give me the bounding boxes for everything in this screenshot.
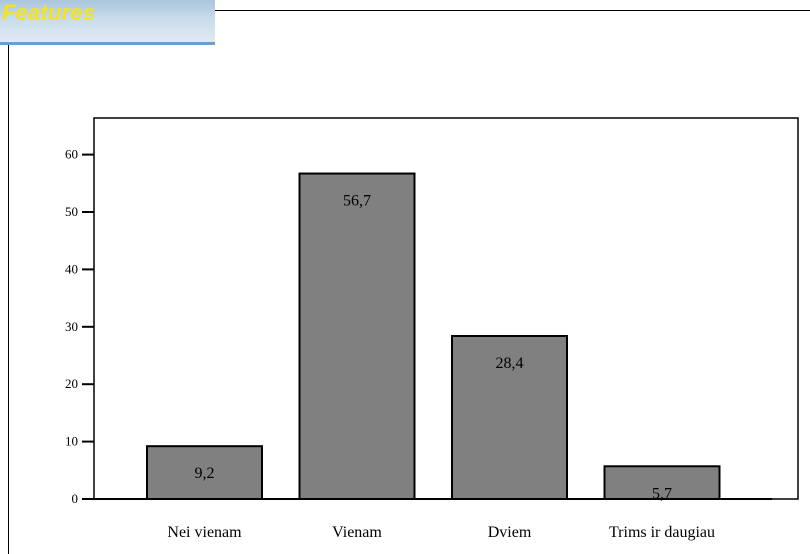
bar-value-label: 28,4: [496, 355, 524, 372]
bar: [146, 445, 263, 500]
section-title: Features: [2, 0, 96, 25]
category-label: Nei vienam: [167, 524, 242, 541]
y-tick-label: 60: [65, 147, 78, 162]
features-tab: Features: [0, 0, 215, 45]
bars: 9,2 56,7 28,4 5,7: [146, 172, 721, 502]
y-tick-label: 20: [65, 376, 78, 391]
plot-frame: [93, 117, 799, 500]
y-tick-label: 30: [65, 319, 78, 334]
category-labels: Nei vienam Vienam Dviem Trims ir daugiau: [167, 524, 715, 541]
y-tick-label: 10: [65, 434, 78, 449]
category-label: Vienam: [332, 524, 382, 541]
bar-value-label: 56,7: [343, 193, 371, 210]
header-rule: [215, 10, 810, 11]
left-rule: [8, 45, 9, 554]
bar-value-label: 5,7: [652, 485, 672, 502]
category-label: Trims ir daugiau: [609, 524, 715, 541]
bar: [298, 172, 416, 501]
category-label: Dviem: [488, 524, 532, 541]
bar: [603, 465, 721, 501]
bar-value-label: 9,2: [195, 465, 215, 482]
y-tick-label: 40: [65, 261, 78, 276]
y-tick-label: 0: [72, 491, 79, 506]
bar: [451, 334, 568, 501]
y-tick-label: 50: [65, 204, 78, 219]
